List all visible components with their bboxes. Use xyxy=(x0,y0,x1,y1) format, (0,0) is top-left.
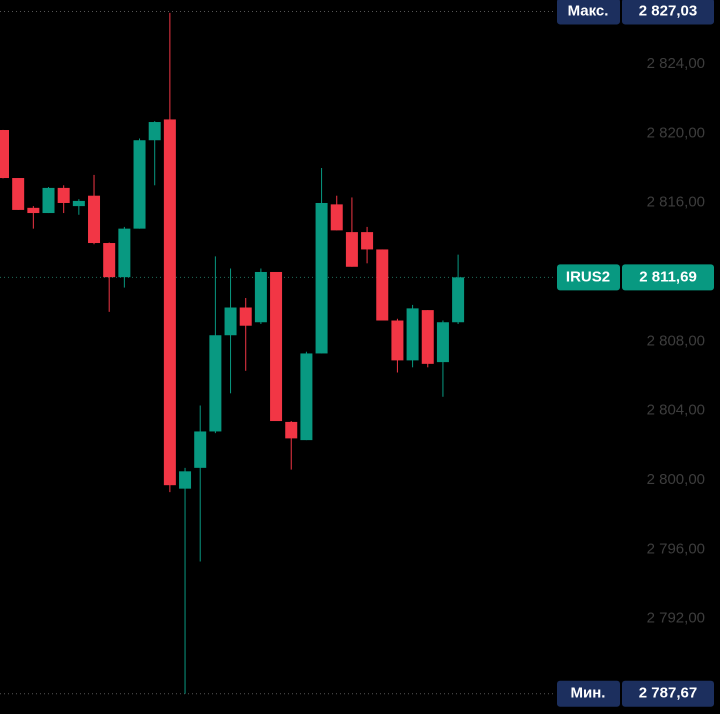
last-tag-value: 2 811,69 xyxy=(639,268,697,285)
candle-body xyxy=(148,122,161,141)
candle-body xyxy=(421,310,434,364)
max-tag-value: 2 827,03 xyxy=(639,2,697,19)
candle-body xyxy=(391,320,404,361)
candle-body xyxy=(103,243,116,278)
candle-body xyxy=(239,307,252,326)
candle-body xyxy=(436,322,449,363)
min-tag-value-box xyxy=(622,680,714,707)
y-tick-label: 2 824,00 xyxy=(647,55,705,72)
candle-body xyxy=(315,202,328,354)
candle-body xyxy=(12,178,25,210)
y-tick-label: 2 820,00 xyxy=(647,124,705,141)
max-tag-label: Макс. xyxy=(568,2,609,19)
candle-body xyxy=(0,130,9,179)
candle-body xyxy=(345,232,358,267)
candle-body xyxy=(133,140,146,229)
max-tag-box xyxy=(557,0,620,25)
last-tag-box xyxy=(557,264,620,291)
y-tick-label: 2 796,00 xyxy=(647,540,705,557)
min-tag-box xyxy=(557,680,620,707)
candle-body xyxy=(72,200,85,207)
candle-body xyxy=(285,421,298,439)
candle-body xyxy=(270,271,283,422)
candle-body xyxy=(330,204,343,231)
y-tick-label: 2 804,00 xyxy=(647,402,705,419)
candle-body xyxy=(57,187,70,203)
candle-body xyxy=(163,119,176,486)
candle-body xyxy=(376,249,389,321)
y-tick-label: 2 800,00 xyxy=(647,471,705,488)
min-tag-value: 2 787,67 xyxy=(639,685,697,702)
candle-body xyxy=(224,307,237,336)
candle-body xyxy=(42,187,55,214)
candle-body xyxy=(118,228,131,278)
candle-body xyxy=(300,353,313,441)
max-tag-value-box xyxy=(622,0,714,25)
candle-body xyxy=(209,335,222,432)
last-tag-value-box xyxy=(622,264,714,291)
candle-body xyxy=(194,431,207,468)
y-tick-label: 2 816,00 xyxy=(647,194,705,211)
candle-body xyxy=(452,277,465,323)
y-tick-label: 2 808,00 xyxy=(647,332,705,349)
candle-body xyxy=(88,195,101,244)
candle-body xyxy=(254,271,267,323)
candle-body xyxy=(27,207,40,214)
candle-body xyxy=(361,232,374,250)
y-tick-label: 2 792,00 xyxy=(647,610,705,627)
min-tag-label: Мин. xyxy=(571,685,606,702)
candle-body xyxy=(179,471,192,489)
last-tag-label: IRUS2 xyxy=(566,268,610,285)
candle-body xyxy=(406,308,419,361)
